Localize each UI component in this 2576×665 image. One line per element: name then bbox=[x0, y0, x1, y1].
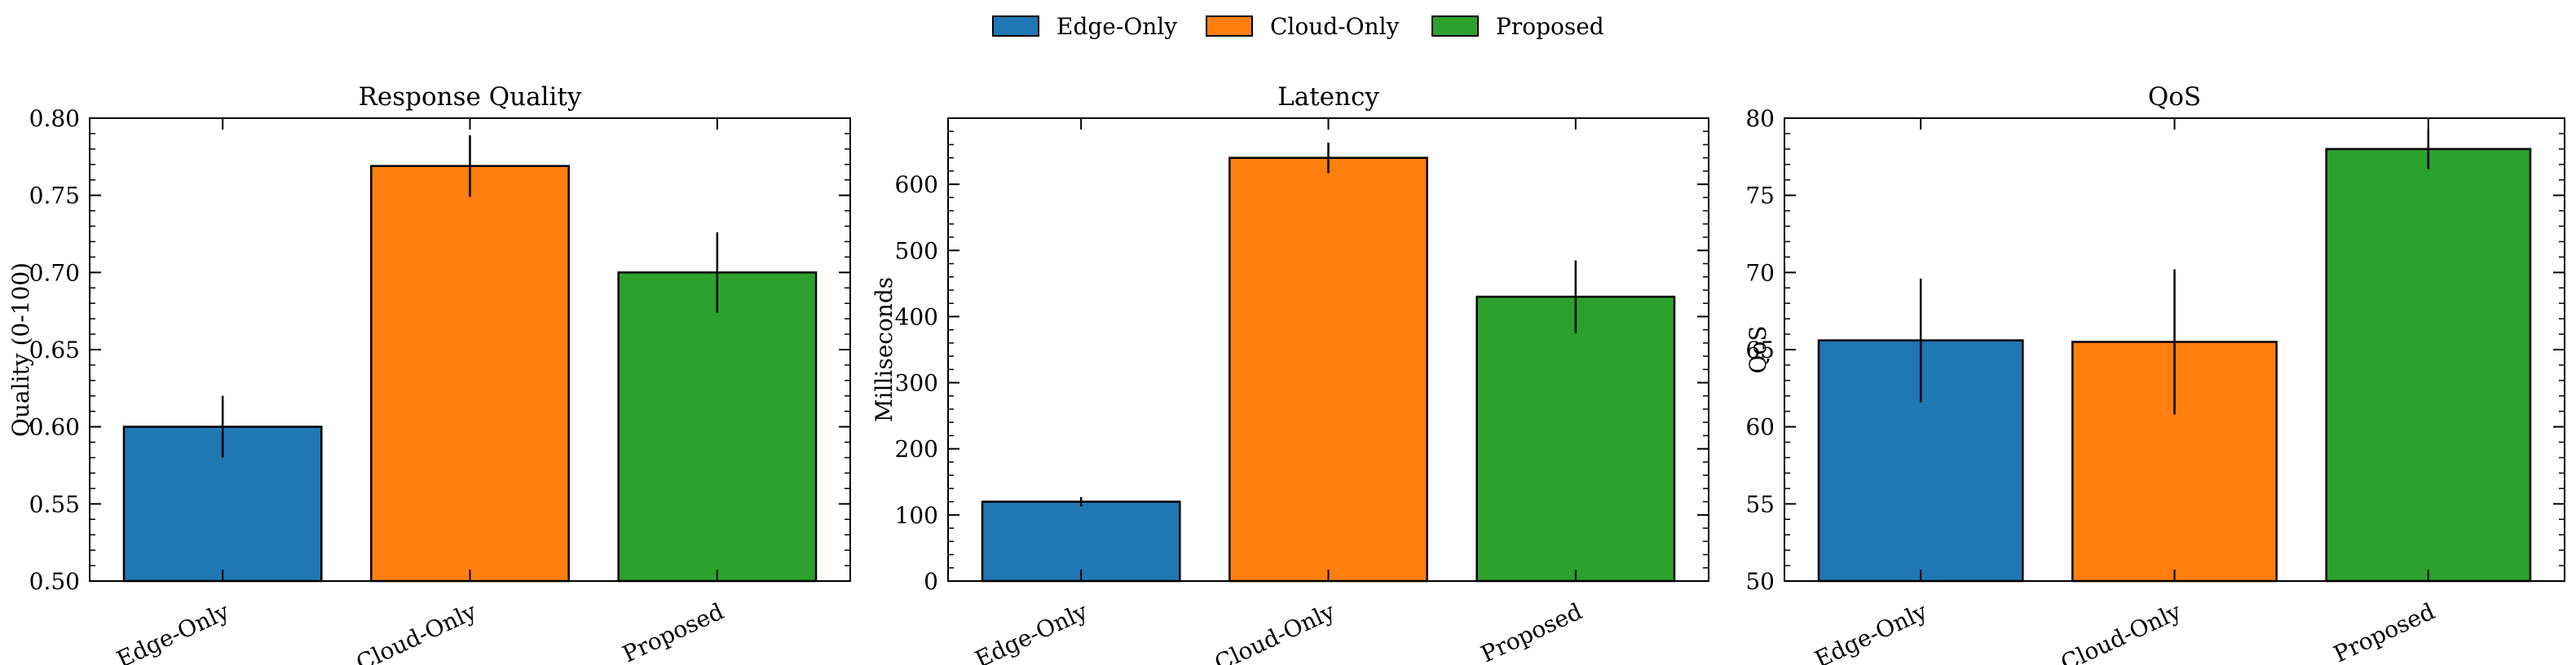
y-tick-label: 0.55 bbox=[29, 491, 80, 517]
bar-proposed bbox=[2325, 148, 2532, 583]
x-tick-label-edge-only: Edge-Only bbox=[1811, 597, 1931, 665]
y-tick-label: 70 bbox=[1745, 259, 1775, 286]
y-tick-label: 600 bbox=[895, 171, 938, 198]
x-tick-label-proposed: Proposed bbox=[2330, 597, 2439, 665]
y-tick-label: 0.60 bbox=[29, 414, 80, 441]
plot-frame bbox=[947, 117, 1709, 582]
y-tick-label: 55 bbox=[1745, 491, 1775, 517]
y-tick-label: 0.50 bbox=[29, 568, 80, 595]
x-tick-label-cloud-only: Cloud-Only bbox=[1211, 597, 1339, 665]
panel-title: Latency bbox=[1277, 82, 1379, 112]
panel-latency: 0 100 200 300 400 500 600 Edge-Only Cloud-Only Pr… bbox=[871, 82, 1709, 665]
y-tick-label: 0.65 bbox=[29, 337, 80, 363]
x-tick-label-cloud-only: Cloud-Only bbox=[2057, 597, 2186, 665]
y-tick-label: 65 bbox=[1745, 337, 1775, 363]
bar-cloud-only bbox=[370, 165, 570, 583]
plot-frame bbox=[1784, 117, 2565, 582]
y-axis-label: Milliseconds bbox=[871, 277, 898, 422]
y-tick-label: 75 bbox=[1745, 183, 1775, 209]
panel-response-quality: 0.50 0.55 0.60 0.65 0.70 0.75 0.80 Edge-Only Clo… bbox=[7, 82, 851, 665]
y-tick-label: 100 bbox=[895, 502, 938, 529]
y-tick-label: 0.80 bbox=[29, 105, 80, 132]
y-tick-label: 500 bbox=[895, 237, 938, 264]
bar-proposed bbox=[617, 271, 818, 583]
y-axis-label: Quality (0-100) bbox=[7, 262, 34, 437]
bar-cloud-only bbox=[1228, 156, 1428, 583]
y-tick-label: 400 bbox=[895, 303, 938, 330]
legend-label-proposed: Proposed bbox=[1496, 13, 1604, 40]
y-tick-label: 0 bbox=[924, 568, 938, 595]
legend-swatch-cloud-only bbox=[1206, 15, 1253, 37]
x-tick-label-edge-only: Edge-Only bbox=[112, 597, 233, 665]
legend-label-edge-only: Edge-Only bbox=[1056, 13, 1177, 40]
legend: Edge-Only Cloud-Only Proposed bbox=[992, 13, 1604, 40]
y-tick-label: 200 bbox=[895, 436, 938, 463]
legend-label-cloud-only: Cloud-Only bbox=[1270, 13, 1400, 40]
panel-title: QoS bbox=[2148, 82, 2201, 112]
x-tick-label-cloud-only: Cloud-Only bbox=[352, 597, 481, 665]
x-tick-label-proposed: Proposed bbox=[1477, 597, 1586, 665]
y-tick-label: 0.70 bbox=[29, 259, 80, 286]
bar-edge-only bbox=[981, 500, 1181, 583]
x-tick-label-edge-only: Edge-Only bbox=[971, 597, 1092, 665]
panel-title: Response Quality bbox=[359, 82, 582, 112]
y-tick-label: 80 bbox=[1745, 105, 1775, 132]
x-tick-label-proposed: Proposed bbox=[619, 597, 728, 665]
y-tick-label: 300 bbox=[895, 370, 938, 397]
legend-swatch-proposed bbox=[1431, 15, 1479, 37]
y-tick-label: 60 bbox=[1745, 414, 1775, 441]
panel-qos: 50 55 60 65 70 75 80 Edge-Only Cloud-Only Propose… bbox=[1745, 82, 2565, 665]
y-axis-label: QoS bbox=[1745, 326, 1771, 374]
legend-swatch-edge-only bbox=[992, 15, 1039, 37]
plot-frame bbox=[89, 117, 851, 582]
y-tick-label: 50 bbox=[1745, 568, 1775, 595]
y-tick-label: 0.75 bbox=[29, 183, 80, 209]
bar-proposed bbox=[1475, 295, 1676, 583]
